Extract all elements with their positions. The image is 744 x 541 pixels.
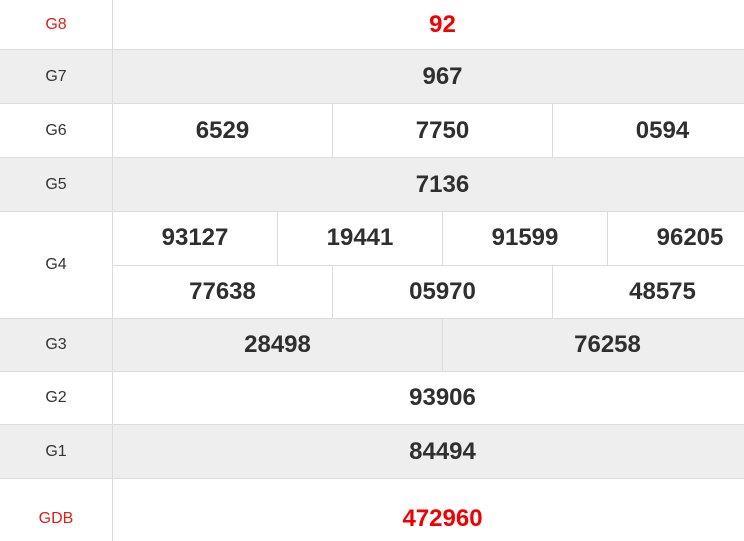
- prize-number: 48575: [552, 265, 744, 318]
- prize-number: 92: [429, 10, 456, 38]
- prize-number: 967: [422, 62, 463, 90]
- prize-row-g8: G8 92: [0, 0, 744, 50]
- prize-number: 7136: [415, 170, 470, 198]
- prize-number: 6529: [195, 116, 250, 144]
- special-prize-number: 472960: [402, 505, 483, 532]
- prize-number: 93906: [409, 384, 476, 411]
- prize-number: 05970: [332, 265, 552, 318]
- prize-number: 19441: [277, 212, 442, 265]
- prize-label: G3: [0, 319, 113, 371]
- prize-label: G8: [0, 0, 113, 49]
- prize-number: 0594: [552, 104, 744, 157]
- prize-row-g6: G6 6529 7750 0594: [0, 104, 744, 158]
- prize-label: G7: [0, 50, 113, 103]
- prize-row-g7: G7 967: [0, 50, 744, 104]
- prize-number: 7750: [332, 104, 552, 157]
- prize-label: G5: [0, 158, 113, 211]
- prize-number: 96205: [607, 212, 744, 265]
- prize-row-g3: G3 28498 76258: [0, 319, 744, 372]
- prize-row-special: GDB 472960: [0, 479, 744, 541]
- prize-label: G6: [0, 104, 113, 157]
- prize-row-g4: G4 93127 19441 91599 96205 77638 05970 4…: [0, 212, 744, 319]
- prize-row-g2: G2 93906: [0, 372, 744, 425]
- prize-label: G2: [0, 372, 113, 424]
- prize-label: G4: [0, 212, 113, 318]
- prize-label: G1: [0, 425, 113, 478]
- prize-number: 76258: [442, 319, 744, 371]
- prize-number: 77638: [189, 277, 256, 305]
- prize-number: 93127: [161, 224, 229, 252]
- prize-number: 84494: [409, 437, 476, 465]
- prize-row-g5: G5 7136: [0, 158, 744, 212]
- prize-row-g1: G1 84494: [0, 425, 744, 479]
- prize-number: 91599: [442, 212, 607, 265]
- prize-number: 28498: [244, 331, 311, 358]
- prize-label: GDB: [0, 479, 113, 541]
